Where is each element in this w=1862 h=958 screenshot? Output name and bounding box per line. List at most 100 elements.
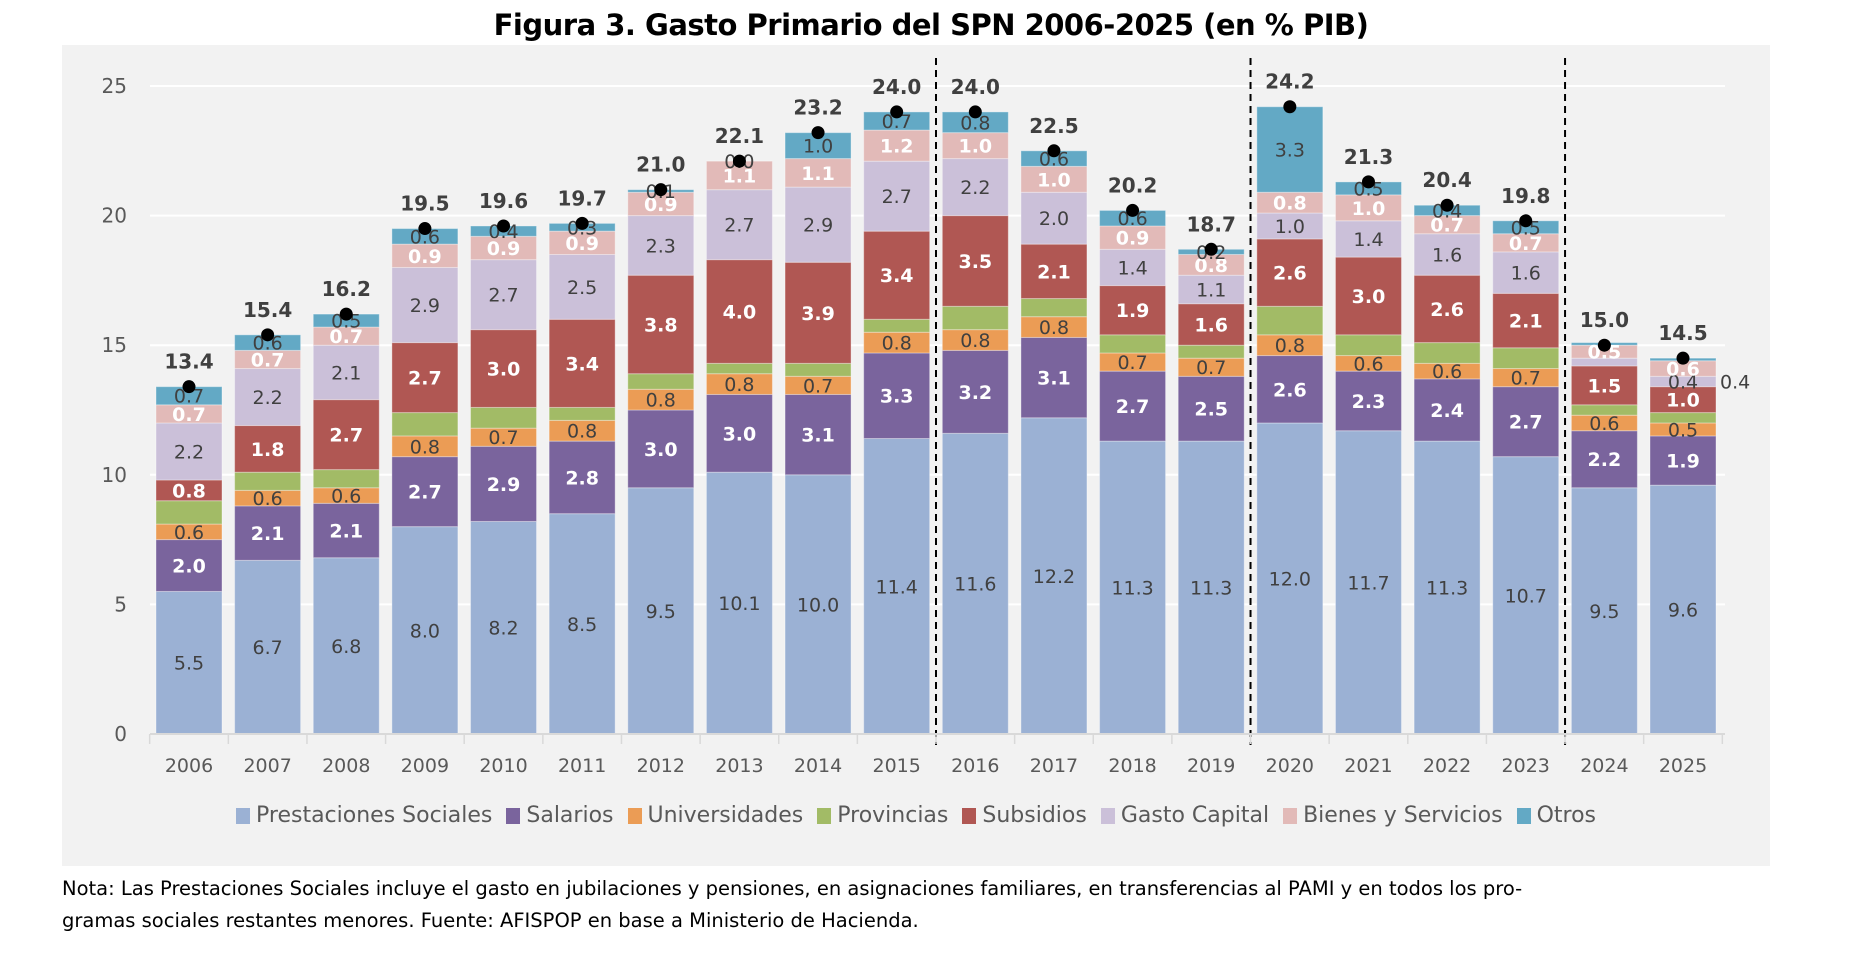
total-marker (1361, 175, 1375, 189)
bar-segment (1099, 370, 1167, 442)
x-tick-label: 2016 (951, 755, 999, 777)
segment-value-label: 3.0 (723, 423, 757, 445)
segment-value-label: 0.6 (1589, 413, 1619, 435)
segment-value-label: 2.7 (408, 368, 442, 390)
segment-value-label: 0.8 (882, 333, 912, 355)
x-tick-label: 2013 (715, 755, 763, 777)
total-marker (261, 328, 275, 342)
segment-value-label: 0.6 (1117, 208, 1147, 230)
segment-value-label: 1.2 (880, 136, 914, 158)
bar-segment (548, 440, 616, 515)
segment-value-label: 0.5 (1668, 419, 1698, 441)
segment-value-label: 12.2 (1033, 566, 1075, 588)
total-marker (811, 126, 825, 140)
bar-segment (941, 158, 1009, 217)
segment-value-label: 1.4 (1117, 257, 1147, 279)
total-value-label: 19.8 (1501, 184, 1550, 208)
bar-segment (1334, 430, 1402, 735)
segment-value-label: 1.0 (1666, 390, 1700, 412)
bar-segment (1020, 298, 1088, 318)
bar-segment (1570, 365, 1638, 406)
footnote: Nota: Las Prestaciones Sociales incluye … (62, 873, 1762, 937)
segment-value-label: 2.6 (1273, 263, 1307, 285)
segment-value-label: 0.7 (488, 427, 518, 449)
bar-segment (1020, 336, 1088, 419)
total-marker (890, 105, 904, 119)
segment-value-label: 0.5 (1588, 342, 1622, 364)
y-tick-label: 15 (102, 333, 127, 357)
segment-value-label: 0.7 (1196, 357, 1226, 379)
total-value-label: 24.2 (1265, 70, 1314, 94)
bar-segment (155, 422, 223, 481)
total-value-label: 24.0 (951, 75, 1000, 99)
segment-value-label: 0.8 (646, 390, 676, 412)
total-marker (968, 105, 982, 119)
segment-value-label: 2.2 (253, 387, 283, 409)
total-marker (497, 219, 511, 233)
segment-value-label: 1.9 (1116, 300, 1150, 322)
bar-segment (470, 259, 538, 331)
segment-value-label: 0.6 (1432, 361, 1462, 383)
segment-value-label: 1.1 (723, 165, 757, 187)
bar-segment (705, 362, 773, 375)
total-value-label: 21.3 (1344, 145, 1393, 169)
bar-segment (705, 471, 773, 735)
bar-segment (863, 129, 931, 162)
bar-segment (784, 362, 852, 377)
bar-segment (1099, 334, 1167, 354)
segment-value-label: 0.6 (410, 226, 440, 248)
segment-value-label: 0.6 (1039, 149, 1069, 171)
x-tick-label: 2018 (1108, 755, 1156, 777)
segment-value-label: 0.8 (960, 112, 990, 134)
segment-value-label: 3.1 (801, 425, 835, 447)
segment-value-label: 2.2 (960, 177, 990, 199)
bar-segment (627, 409, 695, 489)
legend-item: Salarios (506, 803, 614, 828)
bar-segment (391, 526, 459, 735)
total-value-label: 14.5 (1658, 321, 1707, 345)
segment-value-label: 10.7 (1505, 585, 1547, 607)
bar-segment (1570, 430, 1638, 489)
bar-segment (863, 318, 931, 333)
bar-segment (234, 559, 302, 735)
bar-segment (941, 432, 1009, 735)
bar-segment (1413, 378, 1481, 442)
segment-value-label: 2.1 (1509, 311, 1543, 333)
legend-swatch (506, 807, 521, 824)
segment-value-label: 4.0 (723, 302, 757, 324)
total-marker (575, 216, 589, 230)
y-tick-label: 5 (114, 592, 127, 616)
x-tick-label: 2010 (479, 755, 527, 777)
segment-value-label: 8.5 (567, 614, 597, 636)
bar-segment (1413, 440, 1481, 735)
bar-segment (784, 474, 852, 735)
segment-value-label: 1.8 (251, 439, 285, 461)
total-marker (1440, 198, 1454, 212)
segment-value-label: 2.9 (487, 474, 521, 496)
bar-segment (1492, 456, 1560, 735)
bar-segment (1256, 355, 1324, 424)
segment-value-label: 11.3 (1190, 578, 1232, 600)
total-value-label: 19.6 (479, 189, 528, 213)
total-marker (1676, 351, 1690, 365)
segment-value-label: 2.1 (331, 362, 361, 384)
bar-segment (470, 427, 538, 447)
y-tick-label: 10 (102, 463, 127, 487)
bar-segment (1177, 440, 1245, 735)
total-labels: 13.4 15.4 16.2 19.5 19.6 19.7 21.0 22.1 23.2 24.0… (164, 70, 1708, 394)
legend-label: Universidades (647, 803, 804, 828)
bar-segment (1177, 303, 1245, 346)
segment-value-label: 9.5 (646, 601, 676, 623)
total-value-label: 22.1 (715, 124, 764, 148)
segment-value-label: 1.4 (1353, 229, 1383, 251)
bars (155, 106, 1717, 735)
segment-value-label: 2.1 (329, 521, 363, 543)
total-value-label: 19.5 (400, 192, 449, 216)
total-value-label: 16.2 (322, 277, 371, 301)
bar-segment (1020, 165, 1088, 193)
bar-segment (1492, 368, 1560, 388)
footnote-line-1: Nota: Las Prestaciones Sociales incluye … (62, 877, 1523, 900)
total-value-label: 19.7 (557, 186, 606, 210)
legend-swatch (1516, 807, 1531, 824)
